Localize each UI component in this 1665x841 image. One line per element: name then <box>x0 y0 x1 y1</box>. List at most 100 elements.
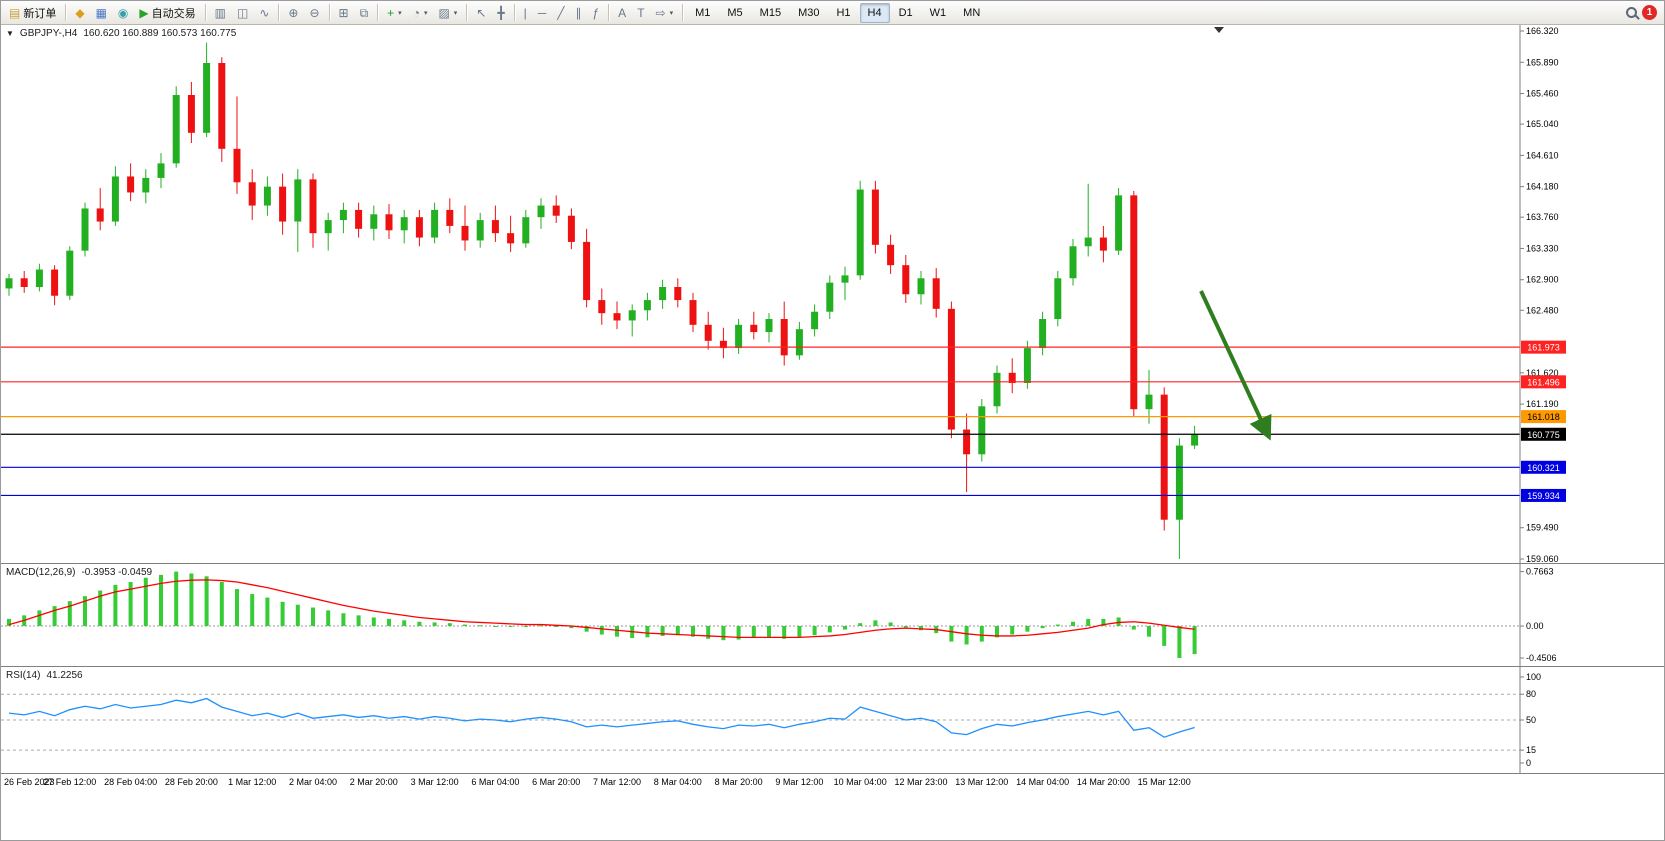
line-chart-mode-button[interactable]: ∿ <box>254 3 274 23</box>
macd-histogram-bar <box>995 626 999 638</box>
time-axis-label: 13 Mar 12:00 <box>955 777 1009 787</box>
candle-body <box>537 205 545 218</box>
rsi-axis-label: 50 <box>1526 715 1536 725</box>
candle-body <box>643 300 651 311</box>
trendline-button[interactable]: ╱ <box>552 3 569 23</box>
candle-body <box>871 189 879 245</box>
autotrading-button[interactable]: ▶ 自动交易 <box>134 3 200 23</box>
timeframe-h1-button[interactable]: H1 <box>828 3 858 23</box>
macd-histogram-bar <box>767 626 771 638</box>
price-badge-label: 159.934 <box>1527 491 1560 501</box>
notification-badge[interactable]: 1 <box>1642 5 1657 20</box>
chart-shift-marker-icon[interactable] <box>1214 27 1224 33</box>
vertical-line-button[interactable]: | <box>519 3 532 23</box>
macd-histogram-bar <box>478 625 483 627</box>
macd-svg[interactable]: 0.7663 0.00 -0.4506 <box>1 564 1665 666</box>
macd-histogram-bar <box>1086 618 1091 626</box>
price-chart-svg[interactable]: 166.320 165.890 165.460 165.040 164.610 164.1… <box>1 25 1665 563</box>
zoom-in-button[interactable]: ⊕ <box>283 3 303 23</box>
timeframe-w1-button[interactable]: W1 <box>922 3 955 23</box>
cursor-button[interactable]: ↖ <box>471 3 491 23</box>
macd-histogram-bar <box>219 581 224 626</box>
charts-button[interactable]: ◆ <box>70 3 89 23</box>
rsi-axis-label: 80 <box>1526 689 1536 699</box>
timeframe-m1-button[interactable]: M1 <box>687 3 718 23</box>
timeframe-d1-button[interactable]: D1 <box>891 3 921 23</box>
macd-signal-line <box>8 579 1195 639</box>
candle-body <box>248 182 256 206</box>
candle-body <box>795 329 803 356</box>
timeframe-m15-button[interactable]: M15 <box>752 3 789 23</box>
autotrading-play-icon: ▶ <box>139 5 149 20</box>
candle-body <box>963 429 971 455</box>
price-chart-panel[interactable]: 166.320 165.890 165.460 165.040 164.610 164.1… <box>1 25 1664 563</box>
tile-windows-icon: ⊞ <box>338 5 349 20</box>
periods-button[interactable]: ◔ ▾ <box>408 3 433 23</box>
tile-windows-button[interactable]: ⊞ <box>334 3 354 23</box>
templates-button[interactable]: ▨ ▾ <box>433 3 462 23</box>
macd-axis-label: -0.4506 <box>1526 653 1557 663</box>
arrows-tool-button[interactable]: ⇨ ▾ <box>651 3 679 23</box>
bar-chart-mode-button[interactable]: ▥ <box>210 3 231 23</box>
timeframe-m5-button[interactable]: M5 <box>719 3 750 23</box>
macd-histogram-bar <box>660 626 665 636</box>
macd-histogram-bar <box>1101 618 1106 626</box>
macd-histogram-bar <box>569 626 574 629</box>
candle-body <box>522 217 530 244</box>
strategy-button[interactable]: ◉ <box>113 3 133 23</box>
horizontal-line-button[interactable]: ─ <box>533 3 552 23</box>
time-axis[interactable]: 26 Feb 2023 27 Feb 12:00 28 Feb 04:00 28 Fe… <box>1 773 1664 791</box>
macd-histogram-bar <box>387 618 391 626</box>
candle-body <box>415 217 423 238</box>
toolbar-separator <box>608 4 610 21</box>
macd-panel[interactable]: 0.7663 0.00 -0.4506 MACD(12,26,9) -0.3953 … <box>1 563 1664 666</box>
macd-histogram-bar <box>493 626 498 627</box>
macd-histogram-bar <box>645 626 650 638</box>
new-order-button[interactable]: ▤ 新订单 <box>4 3 61 23</box>
macd-histogram-bar <box>751 626 756 639</box>
candle-body <box>279 186 287 222</box>
candle-body <box>1130 195 1138 410</box>
candle-body <box>583 241 591 301</box>
time-axis-label: 8 Mar 20:00 <box>714 777 763 787</box>
text-button[interactable]: A <box>613 3 631 23</box>
time-axis-label: 6 Mar 20:00 <box>532 777 581 787</box>
time-axis-label: 7 Mar 12:00 <box>592 777 642 787</box>
candle-body <box>719 340 727 349</box>
indicators-button[interactable]: + ▾ <box>382 3 407 23</box>
timeframe-mn-button[interactable]: MN <box>955 3 988 23</box>
time-axis-label: 27 Feb 12:00 <box>43 777 97 787</box>
macd-histogram-bar <box>1010 626 1015 635</box>
trend-arrow-annotation[interactable] <box>1199 290 1272 441</box>
add-indicator-icon: + <box>387 5 395 20</box>
candle-body <box>978 406 986 455</box>
fibonacci-icon: ƒ <box>592 5 600 20</box>
cascade-windows-button[interactable]: ⧉ <box>355 3 374 23</box>
macd-histogram-bar <box>797 626 802 638</box>
macd-histogram-bar <box>447 623 452 626</box>
channel-button[interactable]: ∥ <box>570 3 586 23</box>
macd-histogram-bar <box>295 604 300 626</box>
search-icon[interactable] <box>1626 7 1637 18</box>
price-badge <box>1521 375 1566 389</box>
macd-histogram-bar <box>204 576 209 626</box>
candle-body <box>735 324 743 349</box>
timeframe-h4-button[interactable]: H4 <box>859 2 890 23</box>
zoom-out-button[interactable]: ⊖ <box>304 3 324 23</box>
candlestick-mode-button[interactable]: ◫ <box>232 3 253 23</box>
candle-body <box>5 278 13 289</box>
price-axis-label: 164.610 <box>1526 150 1559 160</box>
candle-body <box>431 209 439 238</box>
rsi-svg[interactable]: 100 80 50 15 0 <box>1 667 1665 773</box>
candle-body <box>1191 434 1199 446</box>
fibonacci-button[interactable]: ƒ <box>587 3 604 23</box>
horizontal-line-icon: ─ <box>537 5 547 20</box>
candle-body <box>127 176 135 193</box>
timeframe-m30-button[interactable]: M30 <box>790 3 827 23</box>
crosshair-button[interactable]: ╋ <box>492 3 509 23</box>
market-watch-button[interactable]: ▦ <box>91 3 112 23</box>
macd-histogram-bar <box>341 613 346 626</box>
text-label-button[interactable]: T <box>632 3 649 23</box>
rsi-panel[interactable]: 100 80 50 15 0 RSI(14) 41.2256 <box>1 666 1664 773</box>
candle-body <box>111 176 119 222</box>
